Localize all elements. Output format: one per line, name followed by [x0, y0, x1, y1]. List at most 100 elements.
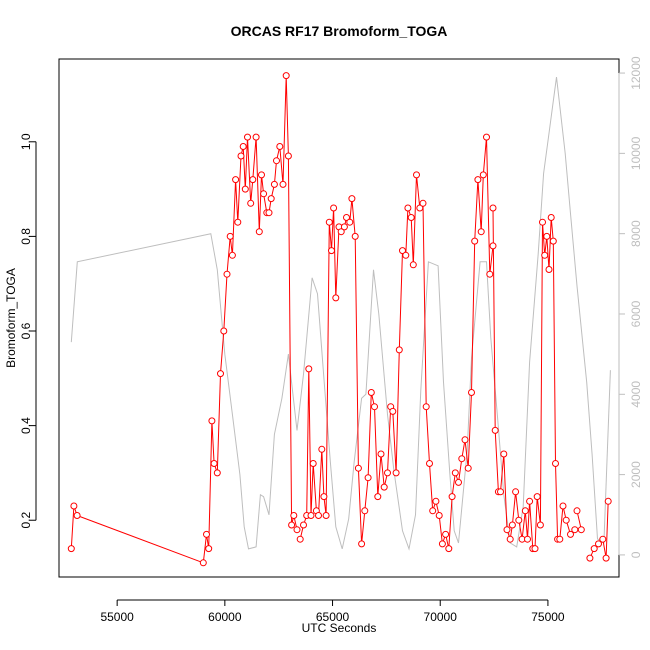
data-point-57 [346, 218, 354, 226]
y2-tick-label-5: 10000 [629, 136, 643, 170]
data-point-137 [586, 554, 594, 562]
data-point-85 [432, 497, 440, 505]
data-point-94 [461, 436, 469, 444]
data-point-111 [508, 521, 516, 529]
data-point-122 [539, 218, 546, 226]
data-point-74 [399, 247, 406, 255]
data-point-3 [199, 559, 207, 567]
data-point-42 [307, 512, 315, 519]
x-tick-label-3: 70000 [424, 610, 458, 624]
data-point-59 [351, 232, 359, 240]
data-point-10 [220, 327, 228, 335]
data-point-62 [361, 507, 369, 515]
data-point-66 [374, 493, 382, 501]
data-point-69 [384, 469, 391, 477]
data-point-19 [244, 133, 251, 141]
data-point-60 [354, 464, 362, 472]
data-point-25 [260, 190, 268, 198]
data-point-43 [309, 460, 317, 467]
data-point-35 [288, 521, 296, 529]
data-point-29 [270, 180, 278, 188]
data-point-33 [282, 72, 290, 80]
data-point-28 [267, 195, 275, 203]
data-point-139 [595, 540, 602, 548]
data-point-32 [279, 180, 287, 188]
data-point-81 [419, 199, 427, 207]
data-point-31 [276, 143, 284, 150]
data-point-4 [203, 530, 210, 538]
data-point-20 [247, 199, 255, 207]
x-tick-label-0: 55000 [100, 610, 134, 624]
data-point-108 [500, 450, 508, 458]
data-point-49 [325, 218, 333, 226]
data-point-83 [426, 460, 433, 467]
data-point-2 [73, 512, 81, 519]
data-point-30 [273, 157, 280, 165]
data-point-135 [573, 507, 581, 515]
data-point-52 [332, 294, 340, 302]
data-point-141 [602, 554, 610, 562]
data-point-47 [320, 493, 328, 501]
data-point-89 [445, 545, 453, 553]
data-point-130 [556, 535, 564, 543]
data-point-127 [549, 237, 557, 245]
data-point-75 [402, 251, 410, 259]
data-point-121 [536, 521, 544, 529]
y-tick-label-3: 0.8 [19, 228, 33, 245]
data-point-36 [290, 512, 298, 519]
data-point-78 [409, 261, 417, 269]
data-point-68 [380, 483, 388, 491]
data-point-82 [422, 403, 430, 411]
data-point-63 [364, 474, 372, 482]
y2-tick-label-6: 12000 [629, 56, 643, 90]
data-point-39 [300, 521, 307, 529]
data-point-138 [590, 545, 598, 553]
data-point-113 [515, 516, 523, 524]
data-point-88 [442, 530, 450, 538]
data-point-119 [531, 545, 539, 553]
data-point-17 [239, 143, 247, 150]
data-point-15 [234, 218, 242, 226]
data-point-102 [486, 270, 494, 278]
data-point-51 [330, 204, 338, 212]
data-point-7 [210, 460, 218, 467]
data-point-112 [512, 488, 520, 496]
y2-tick-label-4: 8000 [629, 220, 643, 247]
data-point-64 [367, 389, 375, 396]
data-point-1 [70, 502, 78, 510]
data-point-48 [322, 512, 330, 519]
data-point-18 [241, 185, 249, 193]
data-point-91 [451, 469, 459, 477]
data-point-27 [265, 209, 273, 217]
data-point-12 [226, 232, 234, 240]
data-point-100 [479, 171, 487, 179]
series-0-line-4 [492, 207, 559, 550]
data-point-95 [464, 464, 472, 472]
data-point-24 [258, 171, 265, 179]
data-point-140 [599, 535, 607, 543]
y2-tick-label-3: 6000 [629, 300, 643, 327]
data-point-109 [503, 526, 511, 534]
data-point-131 [559, 502, 567, 510]
data-point-61 [358, 540, 366, 548]
data-point-22 [252, 133, 260, 141]
data-point-84 [429, 507, 437, 515]
data-point-21 [249, 176, 257, 184]
data-point-134 [571, 526, 579, 534]
data-point-105 [491, 426, 499, 434]
data-point-123 [541, 251, 549, 259]
data-point-50 [328, 247, 335, 255]
data-point-58 [348, 195, 356, 203]
data-point-90 [448, 493, 456, 501]
data-point-117 [526, 497, 534, 505]
data-point-11 [223, 270, 231, 278]
data-point-142 [604, 497, 612, 505]
data-point-86 [435, 512, 443, 519]
data-point-37 [293, 526, 301, 534]
data-point-87 [438, 540, 446, 548]
data-point-80 [416, 204, 424, 212]
data-point-93 [458, 455, 466, 463]
y2-tick-label-2: 4000 [629, 381, 643, 408]
data-point-54 [337, 228, 345, 236]
